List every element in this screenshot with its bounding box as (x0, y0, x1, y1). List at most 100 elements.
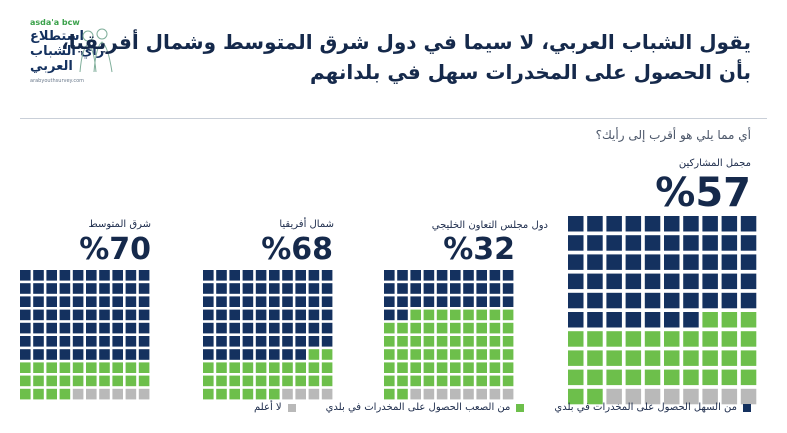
waffle-cell-easy (606, 235, 622, 251)
waffle-cell-easy (295, 309, 306, 321)
waffle-cell-easy (683, 254, 699, 270)
waffle-cell-easy (86, 322, 97, 334)
waffle-cell-easy (20, 349, 31, 360)
waffle-cell-easy (255, 283, 267, 294)
waffle-cell-hard (606, 331, 622, 347)
waffle-cell-hard (308, 375, 320, 387)
waffle-cell-easy (255, 322, 267, 334)
waffle-cell-easy (229, 283, 240, 294)
waffle-cell-easy (112, 283, 123, 294)
waffle-cell-easy (308, 296, 320, 307)
panel-label-gcc: دول مجلس التعاون الخليجي (431, 220, 548, 231)
waffle-cell-easy (664, 235, 680, 251)
waffle-cell-hard (72, 375, 84, 387)
waffle-cell-easy (216, 309, 227, 321)
waffle-cell-dont-know (683, 388, 699, 405)
waffle-cell-easy (321, 283, 333, 294)
waffle-cell-hard (502, 362, 514, 373)
waffle-cell-hard (46, 388, 57, 400)
waffle-cell-hard (384, 322, 395, 334)
waffle-cell-easy (72, 296, 84, 307)
waffle-cell-hard (410, 309, 421, 321)
waffle-cell-hard (436, 362, 448, 373)
waffle-cell-hard (321, 362, 333, 373)
waffle-cell-hard (450, 309, 461, 321)
waffle-cell-easy (683, 292, 699, 309)
waffle-cell-dont-know (99, 388, 110, 400)
waffle-cell-hard (308, 362, 320, 373)
waffle-cell-easy (99, 322, 110, 334)
waffle-cell-hard (410, 375, 421, 387)
waffle-cell-easy (625, 216, 642, 232)
waffle-cell-easy (33, 283, 44, 294)
waffle-cell-dont-know (476, 388, 487, 400)
waffle-cell-easy (463, 283, 474, 294)
waffle-cell-hard (450, 349, 461, 360)
waffle-cell-easy (33, 309, 44, 321)
waffle-cell-easy (463, 296, 474, 307)
waffle-cell-dont-know (295, 388, 306, 400)
waffle-cell-hard (587, 331, 603, 347)
waffle-cell-hard (502, 375, 514, 387)
waffle-cell-easy (740, 273, 757, 290)
waffle-cell-easy (423, 270, 435, 281)
waffle-cell-easy (463, 270, 474, 281)
waffle-cell-easy (721, 273, 738, 290)
waffle-cell-easy (255, 309, 267, 321)
logo: asda'a bcw استطلاع رأي الشباب العربي ara… (24, 18, 116, 88)
waffle-cell-hard (112, 362, 123, 373)
waffle-cell-easy (450, 296, 461, 307)
waffle-cell-easy (683, 235, 699, 251)
waffle-cell-hard (436, 375, 448, 387)
waffle-cell-easy (683, 312, 699, 328)
waffle-cell-hard (423, 336, 435, 347)
waffle-cell-easy (476, 270, 487, 281)
waffle-cell-easy (436, 283, 448, 294)
waffle-cell-easy (321, 270, 333, 281)
waffle-cell-dont-know (721, 388, 738, 405)
waffle-cell-easy (423, 296, 435, 307)
waffle-cell-easy (397, 283, 408, 294)
waffle-cell-easy (282, 296, 293, 307)
waffle-cell-easy (255, 336, 267, 347)
waffle-cell-dont-know (138, 388, 150, 400)
waffle-cell-hard (740, 369, 757, 386)
waffle-cell-easy (476, 296, 487, 307)
waffle-cell-hard (72, 362, 84, 373)
chart-title-line-2: بأن الحصول على المخدرات سهل في بلدانهم (309, 60, 751, 84)
waffle-gcc (384, 270, 514, 400)
waffle-cell-hard (397, 349, 408, 360)
waffle-cell-easy (384, 309, 395, 321)
waffle-cell-easy (138, 296, 150, 307)
waffle-cell-easy (112, 336, 123, 347)
waffle-cell-easy (72, 336, 84, 347)
waffle-cell-hard (397, 388, 408, 400)
waffle-cell-hard (269, 375, 280, 387)
waffle-cell-hard (282, 375, 293, 387)
waffle-cell-easy (46, 283, 57, 294)
waffle-cell-easy (138, 349, 150, 360)
waffle-cell-hard (664, 331, 680, 347)
waffle-cell-easy (740, 254, 757, 270)
waffle-cell-easy (308, 270, 320, 281)
waffle-cell-hard (410, 322, 421, 334)
waffle-cell-easy (721, 235, 738, 251)
waffle-cell-hard (269, 362, 280, 373)
waffle-cell-easy (229, 349, 240, 360)
waffle-cell-easy (384, 283, 395, 294)
waffle-cell-easy (664, 216, 680, 232)
waffle-cell-easy (308, 336, 320, 347)
waffle-cell-easy (138, 322, 150, 334)
waffle-cell-hard (606, 350, 622, 366)
logo-url: arabyouthsurvey.com (30, 78, 85, 84)
waffle-cell-hard (502, 309, 514, 321)
waffle-cell-easy (721, 254, 738, 270)
waffle-cell-easy (587, 235, 603, 251)
waffle-cell-easy (59, 349, 71, 360)
waffle-cell-hard (229, 388, 240, 400)
waffle-cell-easy (46, 349, 57, 360)
waffle-cell-hard (255, 375, 267, 387)
waffle-cell-easy (606, 216, 622, 232)
waffle-cell-easy (502, 270, 514, 281)
waffle-cell-easy (203, 270, 214, 281)
